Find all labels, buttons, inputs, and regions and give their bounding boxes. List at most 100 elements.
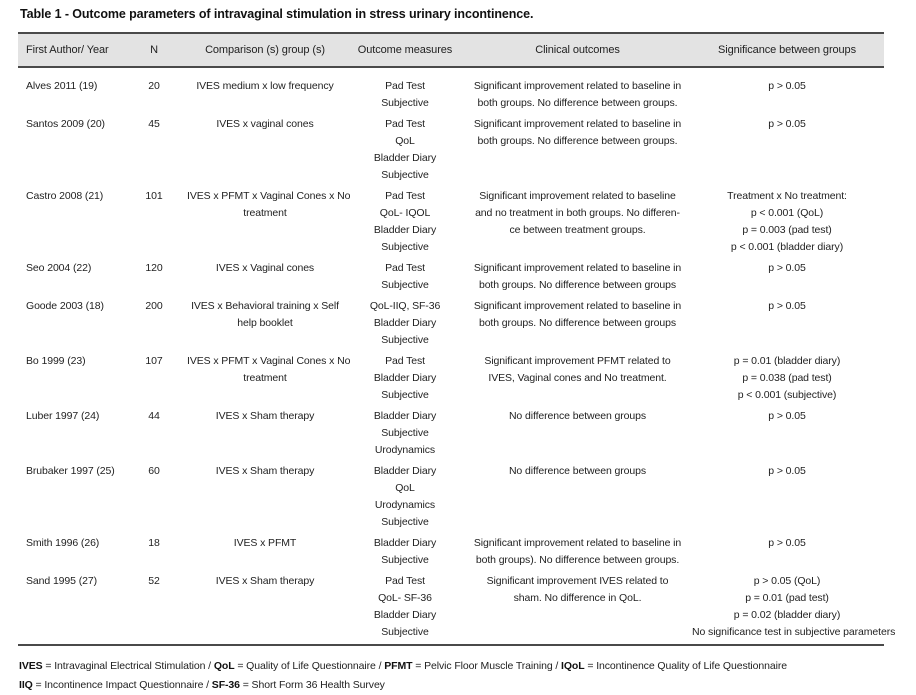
cell-line: Goode 2003 (18)	[26, 300, 104, 312]
cell-line: Subjective	[381, 169, 429, 181]
cell-significance: p > 0.05 (QoL) p = 0.01 (pad test) p = 0.0…	[690, 571, 895, 646]
table-row: Luber 1997 (24) 44 IVES x Sham therapy B…	[18, 406, 884, 461]
cell-line: 101	[145, 190, 163, 202]
cell-line: and no treatment in both groups. No diff…	[475, 207, 680, 219]
cell-clinical-outcomes: Significant improvement related to basel…	[465, 533, 690, 571]
cell-line: Subjective	[381, 516, 429, 528]
cell-clinical-outcomes: No difference between groups	[465, 406, 690, 461]
table-row: Brubaker 1997 (25) 60 IVES x Sham therap…	[18, 461, 884, 533]
cell-outcome-measures: Pad Test QoL- SF-36 Bladder Diary Subjectiv…	[345, 571, 465, 646]
cell-line: Smith 1996 (26)	[26, 537, 100, 549]
cell-line: Subjective	[381, 97, 429, 109]
footnote-line: IVES = Intravaginal Electrical Stimulati…	[19, 660, 787, 672]
cell-first-author-year: Castro 2008 (21)	[18, 186, 123, 258]
cell-line: Subjective	[381, 389, 429, 401]
cell-significance: Treatment x No treatment: p < 0.001 (QoL)…	[690, 186, 884, 258]
header-row: First Author/ Year N Comparison (s) grou…	[18, 32, 884, 68]
cell-comparison-groups: IVES x Behavioral training x Self help bo…	[185, 296, 345, 351]
abbreviation-term: PFMT	[384, 660, 413, 672]
abbreviation-term: IVES	[19, 660, 43, 672]
outcomes-table: First Author/ Year N Comparison (s) grou…	[18, 32, 895, 646]
cell-line: 120	[145, 262, 163, 274]
cell-line: p = 0.01 (pad test)	[745, 592, 829, 604]
cell-line: IVES x PFMT x Vaginal Cones x No	[187, 355, 351, 367]
cell-significance: p > 0.05	[690, 114, 884, 186]
cell-line: Bladder Diary	[373, 317, 437, 329]
cell-outcome-measures: Bladder Diary Subjective	[345, 533, 465, 571]
cell-line: p > 0.05	[768, 465, 806, 477]
table-header: First Author/ Year N Comparison (s) grou…	[18, 32, 884, 68]
cell-n: 44	[123, 406, 185, 461]
cell-line: both groups. No difference between group…	[477, 97, 678, 109]
cell-significance: p > 0.05	[690, 258, 884, 296]
cell-clinical-outcomes: Significant improvement related to basel…	[465, 186, 690, 258]
column-header-clinical-outcomes: Clinical outcomes	[465, 32, 690, 68]
cell-line: both groups. No difference between group…	[477, 135, 678, 147]
cell-line: Treatment x No treatment:	[727, 190, 847, 202]
cell-line: p > 0.05	[768, 300, 806, 312]
cell-n: 20	[123, 67, 185, 114]
cell-first-author-year: Seo 2004 (22)	[18, 258, 123, 296]
cell-clinical-outcomes: Significant improvement PFMT related to I…	[465, 351, 690, 406]
cell-significance: p = 0.01 (bladder diary) p = 0.038 (pad t…	[690, 351, 884, 406]
cell-outcome-measures: Bladder Diary QoL Urodynamics Subjective	[345, 461, 465, 533]
cell-line: Bladder Diary	[373, 609, 437, 621]
column-header-comparison-groups: Comparison (s) group (s)	[185, 32, 345, 68]
cell-line: p < 0.001 (subjective)	[737, 389, 837, 401]
cell-line: No difference between groups	[508, 410, 647, 422]
cell-line: QoL- SF-36	[378, 592, 432, 604]
abbreviation-term: SF-36	[211, 679, 240, 691]
cell-n: 60	[123, 461, 185, 533]
cell-n: 107	[123, 351, 185, 406]
cell-comparison-groups: IVES x PFMT x Vaginal Cones x No treatmen…	[185, 186, 351, 258]
cell-comparison-groups: IVES x Vaginal cones	[185, 258, 345, 296]
cell-clinical-outcomes: No difference between groups	[465, 461, 690, 533]
cell-line: IVES x PFMT x Vaginal Cones x No	[187, 190, 351, 202]
cell-line: treatment	[243, 207, 287, 219]
cell-line: Subjective	[381, 241, 429, 253]
cell-line: Sand 1995 (27)	[26, 575, 97, 587]
cell-line: Alves 2011 (19)	[26, 80, 98, 92]
cell-outcome-measures: Bladder Diary Subjective Urodynamics	[345, 406, 465, 461]
cell-line: p < 0.001 (bladder diary)	[730, 241, 844, 253]
cell-line: Bladder Diary	[373, 410, 437, 422]
cell-line: p > 0.05	[768, 80, 806, 92]
cell-line: Significant improvement PFMT related to	[484, 355, 671, 367]
cell-outcome-measures: Pad Test Subjective	[345, 258, 465, 296]
table-row: Castro 2008 (21) 101 IVES x PFMT x Vagin…	[18, 186, 884, 258]
cell-n: 101	[123, 186, 185, 258]
cell-line: Significant improvement related to basel…	[473, 300, 682, 312]
cell-line: Significant improvement related to basel…	[473, 262, 682, 274]
cell-line: Pad Test	[385, 190, 425, 202]
cell-line: Bladder Diary	[373, 152, 437, 164]
cell-n: 120	[123, 258, 185, 296]
cell-line: Subjective	[381, 334, 429, 346]
cell-line: p > 0.05	[768, 410, 806, 422]
cell-line: 18	[148, 537, 160, 549]
abbreviation-term: IQoL	[561, 660, 585, 672]
table-row: Bo 1999 (23) 107 IVES x PFMT x Vaginal C…	[18, 351, 884, 406]
cell-line: Bladder Diary	[373, 537, 437, 549]
cell-line: Pad Test	[385, 118, 425, 130]
cell-line: Subjective	[381, 279, 429, 291]
table-row: Seo 2004 (22) 120 IVES x Vaginal cones P…	[18, 258, 884, 296]
cell-outcome-measures: Pad Test Subjective	[345, 67, 465, 114]
cell-outcome-measures: Pad Test QoL- IQOL Bladder Diary Subjective	[345, 186, 465, 258]
cell-line: IVES x vaginal cones	[216, 118, 314, 130]
cell-line: Pad Test	[385, 262, 425, 274]
cell-clinical-outcomes: Significant improvement related to basel…	[465, 296, 690, 351]
cell-line: QoL- IQOL	[379, 207, 431, 219]
cell-n: 200	[123, 296, 185, 351]
cell-comparison-groups: IVES x Sham therapy	[185, 461, 345, 533]
cell-first-author-year: Sand 1995 (27)	[18, 571, 123, 646]
column-header-n: N	[123, 32, 185, 68]
cell-line: treatment	[243, 372, 287, 384]
cell-line: IVES x Sham therapy	[215, 575, 315, 587]
cell-line: Significant improvement related to basel…	[473, 118, 682, 130]
cell-line: p = 0.02 (bladder diary)	[733, 609, 841, 621]
cell-line: IVES medium x low frequency	[196, 80, 334, 92]
cell-line: ce between treatment groups.	[509, 224, 646, 236]
cell-n: 18	[123, 533, 185, 571]
abbreviation-term: QoL	[213, 660, 235, 672]
cell-comparison-groups: IVES medium x low frequency	[185, 67, 345, 114]
